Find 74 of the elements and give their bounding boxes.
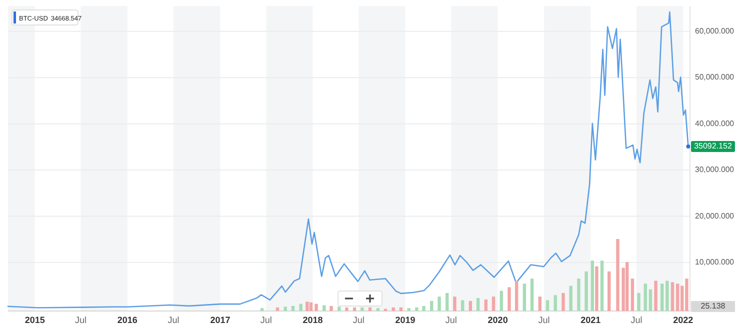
bar bbox=[676, 284, 680, 311]
bar bbox=[291, 306, 295, 311]
bar bbox=[476, 298, 480, 311]
bar bbox=[330, 306, 333, 311]
x-tick-label: Jul bbox=[75, 315, 87, 325]
bar bbox=[484, 299, 488, 311]
bar bbox=[630, 278, 634, 311]
x-tick-label: Jul bbox=[168, 315, 180, 325]
bar bbox=[422, 306, 426, 311]
bar bbox=[500, 290, 503, 311]
x-tick-label: Jul bbox=[445, 315, 457, 325]
bar bbox=[322, 305, 326, 311]
bar bbox=[514, 280, 518, 311]
bar bbox=[399, 307, 403, 311]
bar bbox=[595, 266, 598, 311]
bar bbox=[492, 296, 496, 311]
bar bbox=[446, 293, 449, 311]
bar bbox=[616, 239, 620, 311]
bar bbox=[415, 307, 418, 311]
bar bbox=[637, 293, 640, 311]
bar bbox=[522, 284, 526, 311]
bar bbox=[670, 282, 674, 311]
x-tick-label: 2020 bbox=[488, 315, 508, 325]
bar bbox=[430, 300, 434, 311]
bar bbox=[284, 306, 287, 311]
x-tick-label: 2022 bbox=[673, 315, 694, 325]
bar bbox=[306, 302, 309, 311]
x-tick-label: 2015 bbox=[24, 315, 45, 325]
bar bbox=[608, 271, 611, 311]
bar bbox=[299, 304, 302, 311]
bar bbox=[660, 284, 664, 311]
bar bbox=[392, 307, 395, 311]
text: 25.138 bbox=[700, 302, 726, 311]
bar bbox=[345, 307, 348, 311]
bar bbox=[309, 302, 313, 311]
bar bbox=[438, 296, 441, 311]
x-tick-label: 2018 bbox=[302, 315, 323, 325]
bar bbox=[554, 295, 557, 311]
bar bbox=[508, 287, 511, 311]
bar bbox=[600, 260, 604, 311]
x-tick-label: Jul bbox=[260, 315, 272, 325]
bar bbox=[546, 300, 550, 311]
bar bbox=[562, 293, 565, 311]
x-tick-label: Jul bbox=[538, 315, 550, 325]
x-tick-label: 2016 bbox=[117, 315, 138, 325]
bar bbox=[584, 271, 588, 311]
bar bbox=[453, 296, 456, 311]
bar bbox=[368, 307, 372, 311]
bar bbox=[468, 300, 472, 311]
bar bbox=[338, 306, 341, 311]
x-tick-label: Jul bbox=[352, 315, 364, 325]
bar bbox=[569, 286, 572, 311]
x-tick-label: Jul bbox=[630, 315, 642, 325]
annotation: 35092.152 bbox=[694, 142, 732, 151]
bar bbox=[530, 278, 534, 311]
x-tick-label: 2019 bbox=[395, 315, 416, 325]
x-tick-label: 2017 bbox=[210, 315, 230, 325]
bar bbox=[654, 280, 658, 311]
bar bbox=[577, 278, 580, 311]
bar bbox=[407, 308, 410, 311]
bar bbox=[666, 280, 669, 311]
bar bbox=[460, 300, 464, 311]
bar bbox=[352, 307, 356, 311]
bar bbox=[538, 296, 542, 311]
bar bbox=[314, 304, 318, 311]
bar bbox=[590, 260, 594, 311]
x-tick-label: 2021 bbox=[580, 315, 601, 325]
bar bbox=[626, 262, 629, 311]
bar bbox=[276, 307, 280, 311]
bar bbox=[260, 308, 264, 311]
bar bbox=[644, 284, 647, 311]
bar bbox=[360, 307, 364, 311]
bar bbox=[648, 289, 652, 311]
bar bbox=[376, 308, 380, 311]
